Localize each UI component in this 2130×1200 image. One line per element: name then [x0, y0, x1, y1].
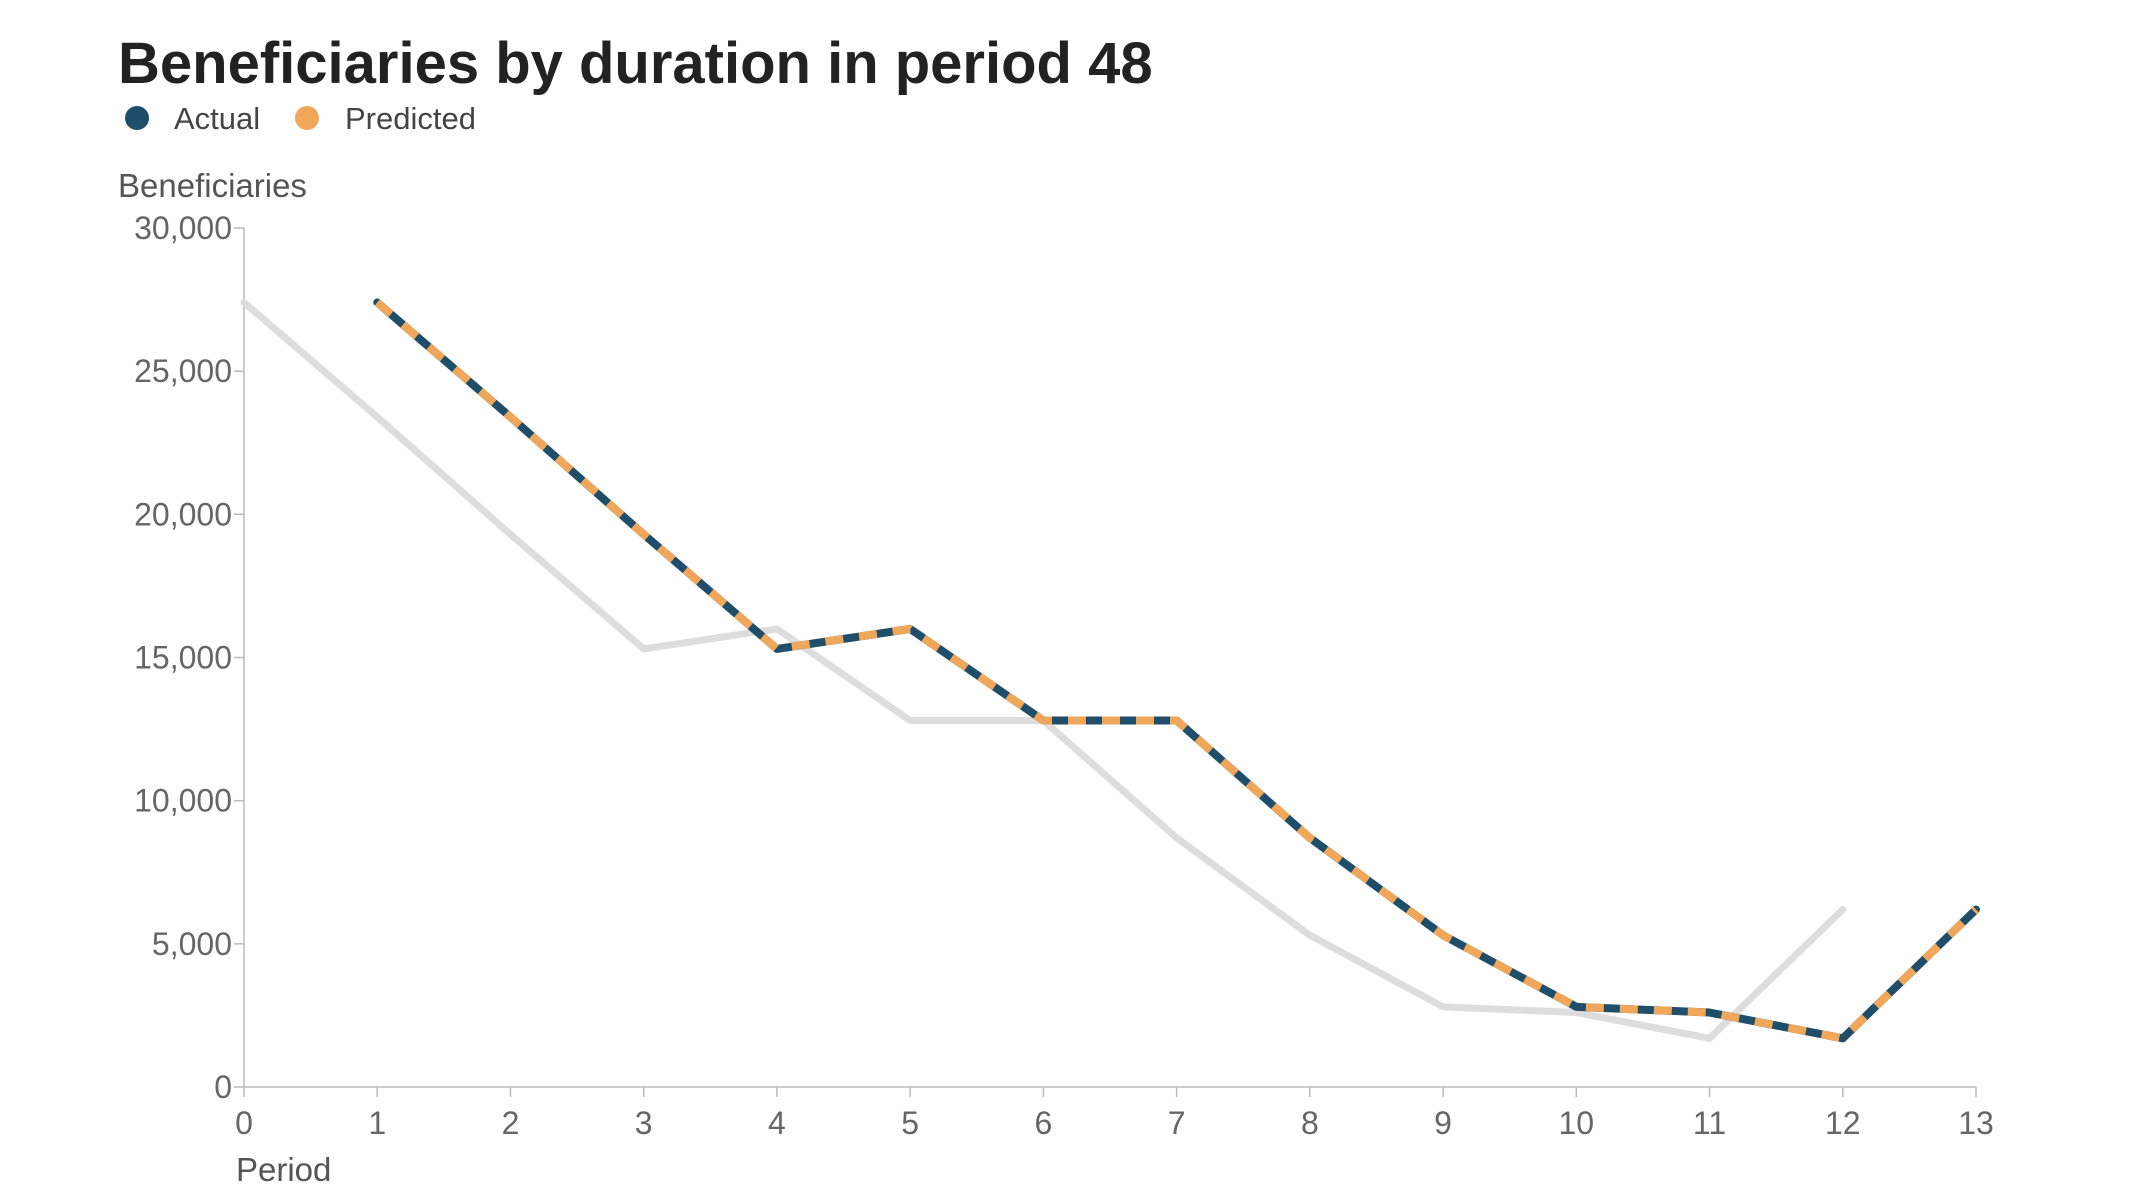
- y-tick-label: 15,000: [134, 640, 232, 676]
- legend-marker-actual: [125, 106, 149, 130]
- x-tick-label: 7: [1168, 1105, 1186, 1141]
- y-tick-label: 10,000: [134, 783, 232, 819]
- x-tick-label: 6: [1034, 1105, 1052, 1141]
- series-line-actual: [373, 298, 1980, 1043]
- x-axis-title: Period: [236, 1151, 331, 1188]
- legend-label-predicted: Predicted: [345, 101, 476, 136]
- legend-label-actual: Actual: [174, 101, 260, 136]
- legend-marker-predicted: [295, 106, 319, 130]
- y-tick-label: 20,000: [134, 496, 232, 532]
- x-axis: 0 1 2 3 4 5 6 7 8 9 10 11 12 13: [235, 1086, 1994, 1141]
- y-axis: 0 5,000 10,000 15,000 20,000 25,000 30,000: [134, 210, 245, 1105]
- y-axis-title: Beneficiaries: [118, 167, 307, 204]
- x-tick-label: 8: [1301, 1105, 1319, 1141]
- y-tick-label: 5,000: [152, 926, 232, 962]
- chart-title: Beneficiaries by duration in period 48: [118, 31, 1153, 96]
- x-tick-label: 4: [768, 1105, 786, 1141]
- y-tick-label: 30,000: [134, 210, 232, 246]
- y-tick-label: 0: [214, 1069, 232, 1105]
- x-tick-label: 10: [1559, 1105, 1595, 1141]
- x-tick-label: 13: [1958, 1105, 1994, 1141]
- x-tick-label: 12: [1825, 1105, 1861, 1141]
- series-line-reference: [240, 298, 1847, 1042]
- series-line-predicted: [374, 299, 1979, 1043]
- plot-area: [240, 298, 1980, 1043]
- x-tick-label: 5: [901, 1105, 919, 1141]
- legend: Actual Predicted: [125, 101, 476, 136]
- x-tick-label: 11: [1693, 1105, 1726, 1141]
- x-tick-label: 3: [635, 1105, 653, 1141]
- x-tick-label: 2: [502, 1105, 520, 1141]
- x-tick-label: 1: [368, 1105, 386, 1141]
- x-tick-label: 9: [1434, 1105, 1452, 1141]
- x-tick-label: 0: [235, 1105, 253, 1141]
- y-tick-label: 25,000: [134, 353, 232, 389]
